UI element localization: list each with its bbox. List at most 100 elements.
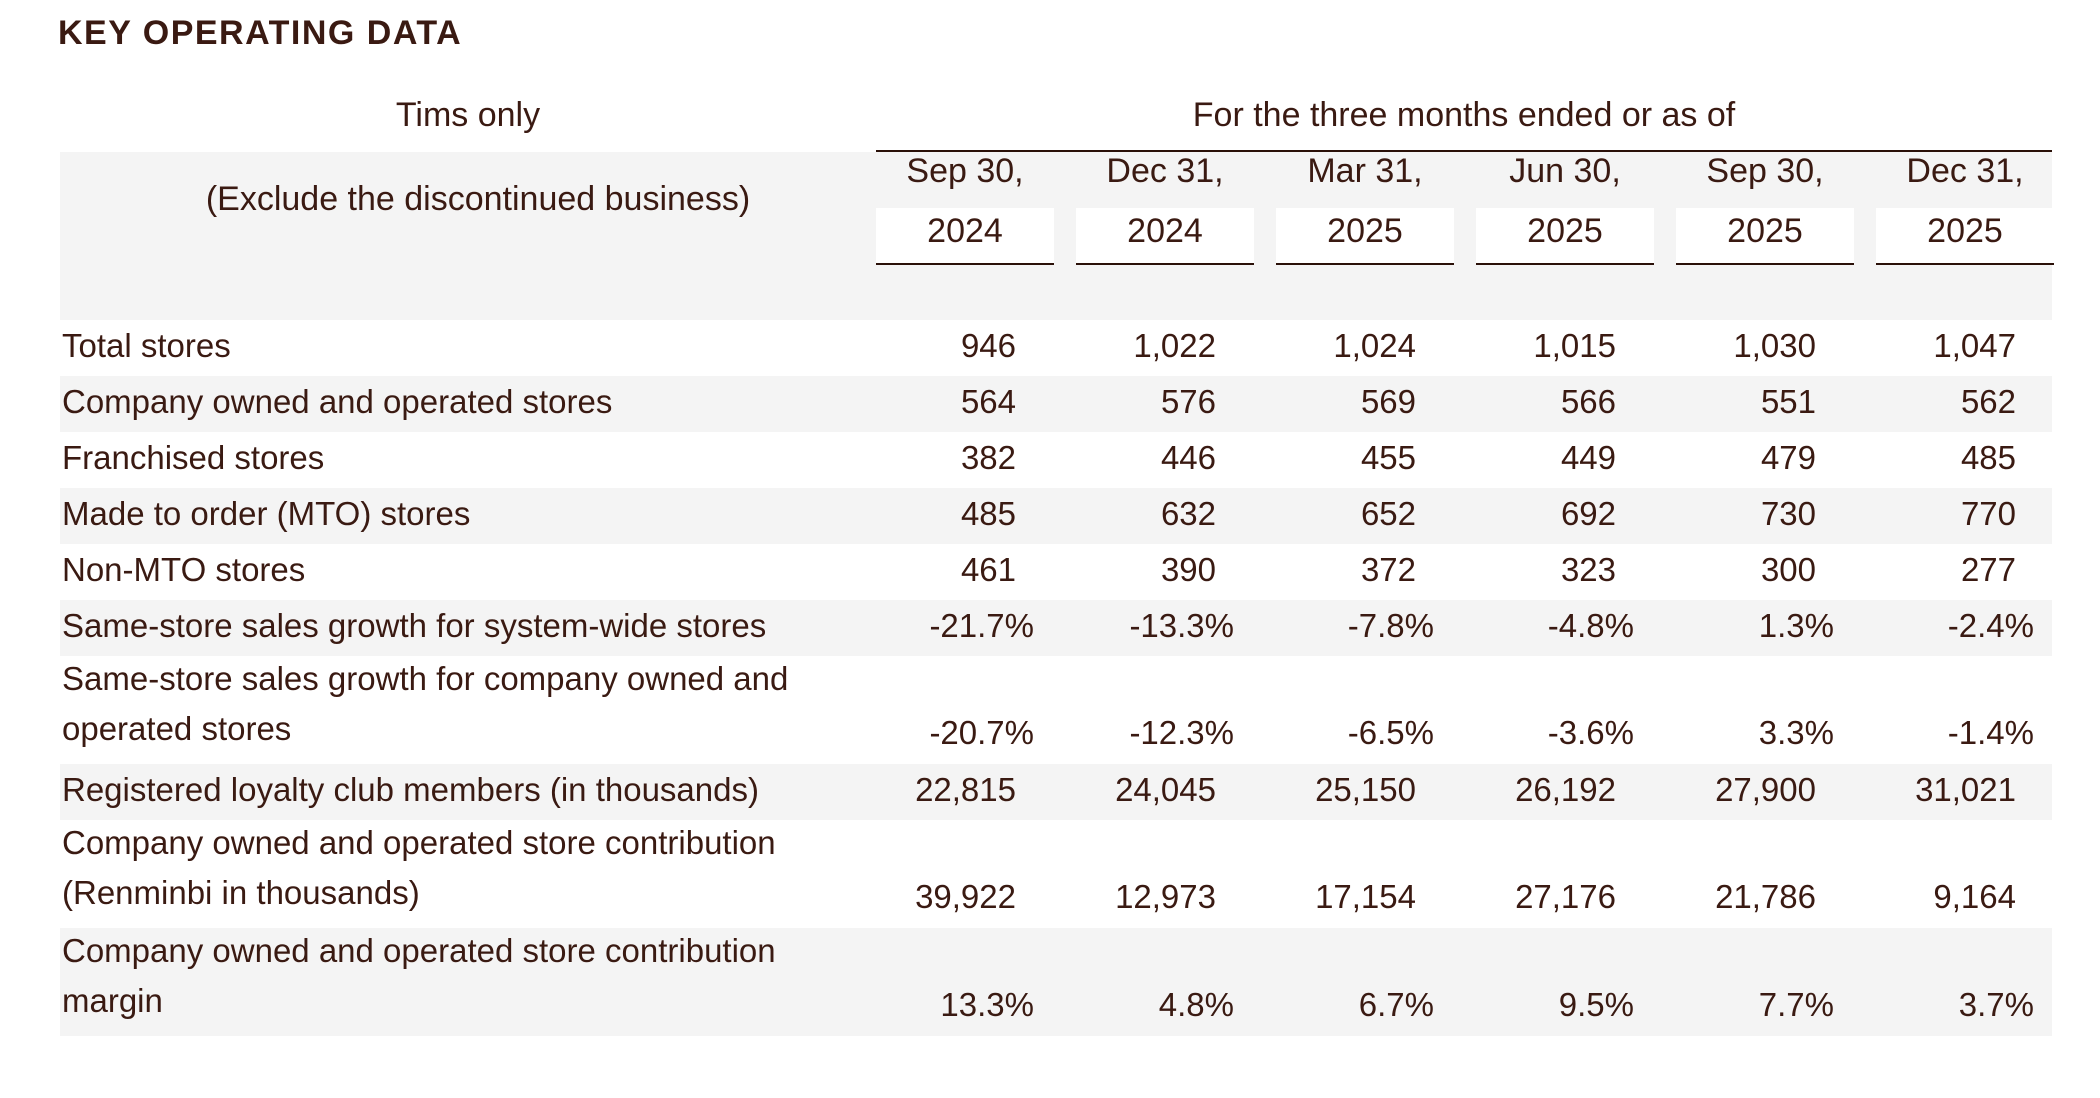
column-header-date: Dec 31, [1106,152,1224,190]
page-title: KEY OPERATING DATA [58,14,463,52]
column-header-date: Mar 31, [1307,152,1423,190]
table-cell: 390 [1160,551,1216,588]
column-header-bg [1876,208,2054,265]
column-header-year: 2025 [1527,212,1603,250]
table-cell: 576 [1160,383,1216,420]
table-cell: 6.7% [1358,986,1434,1023]
row-label: Same-store sales growth for company owne… [62,660,789,697]
table-cell: 1,030 [1733,327,1816,364]
row-label: Non-MTO stores [62,551,306,588]
column-header-bg [1276,208,1454,265]
table-cell: 551 [1760,383,1816,420]
table-cell: 9.5% [1558,986,1634,1023]
column-header-rule [1476,263,1654,265]
table-cell: 22,815 [915,771,1016,808]
table-cell: 323 [1560,551,1616,588]
table-cell: 632 [1160,495,1216,532]
table-cell: 946 [960,327,1016,364]
table-row: Company owned and operated stores 564 576 5… [60,376,2052,432]
table-cell: 7.7% [1758,986,1834,1023]
row-label: Company owned and operated stores [62,383,613,420]
column-header-rule [1076,263,1254,265]
table-cell: 21,786 [1715,878,1816,915]
table-row: Registered loyalty club members (in thou… [60,764,2052,820]
row-label: Company owned and operated store contrib… [62,932,776,969]
table-cell: 692 [1560,495,1616,532]
header-scope-note: (Exclude the discontinued business) [205,180,751,218]
column-header-year: 2025 [1927,212,2003,250]
table-cell: 449 [1560,439,1616,476]
column-header-rule [876,263,1054,265]
table-cell: 1,022 [1133,327,1216,364]
table-cell: 372 [1360,551,1416,588]
table-cell: 24,045 [1115,771,1216,808]
column-header-date: Sep 30, [1706,152,1824,190]
header-period-label: For the three months ended or as of [1192,96,1736,134]
table-cell: 730 [1760,495,1816,532]
column-header-year: 2024 [1127,212,1203,250]
table-row: Company owned and operated store contrib… [60,820,2052,928]
table-cell: 4.8% [1158,986,1234,1023]
row-label: operated stores [62,710,292,747]
table-cell: 770 [1960,495,2016,532]
table-cell: -20.7% [929,714,1034,751]
header-rule [876,150,2052,152]
column-header-bg [1076,208,1254,265]
table-cell: 27,900 [1715,771,1816,808]
table-cell: 26,192 [1515,771,1616,808]
table-cell: 446 [1160,439,1216,476]
table-cell: 3.7% [1958,986,2034,1023]
column-header-date: Dec 31, [1906,152,2024,190]
row-label: Franchised stores [62,439,325,476]
table-cell: -2.4% [1947,607,2034,644]
table-cell: 13.3% [940,986,1034,1023]
table-cell: -4.8% [1547,607,1634,644]
table-cell: -3.6% [1547,714,1634,751]
table-cell: 277 [1960,551,2016,588]
table-cell: 566 [1560,383,1616,420]
table-cell: 17,154 [1315,878,1416,915]
table-cell: 300 [1760,551,1816,588]
column-header-rule [1276,263,1454,265]
table-cell: 1,047 [1933,327,2016,364]
header-scope-label: Tims only [395,96,541,134]
column-header-date: Sep 30, [906,152,1024,190]
table-cell: -21.7% [929,607,1034,644]
table-cell: 382 [960,439,1016,476]
table-cell: 1,015 [1533,327,1616,364]
table-row: Franchised stores 382 446 455 449 479 485 [60,432,2052,488]
row-label: (Renminbi in thousands) [62,874,420,911]
table-cell: 25,150 [1315,771,1416,808]
table-cell: 562 [1960,383,2016,420]
table-cell: 31,021 [1915,771,2016,808]
table-row: Made to order (MTO) stores 485 632 652 692 73… [60,488,2052,544]
table-cell: -7.8% [1347,607,1434,644]
row-label: margin [62,982,163,1019]
table-cell: 485 [960,495,1016,532]
table-cell: 9,164 [1933,878,2016,915]
table-row: Same-store sales growth for system-wide … [60,600,2052,656]
table-cell: 39,922 [915,878,1016,915]
column-header-rule [1676,263,1854,265]
column-header-year: 2025 [1727,212,1803,250]
table-row: Total stores 946 1,022 1,024 1,015 1,030 1,047 [60,320,2052,376]
row-label: Total stores [62,327,231,364]
table-cell: 479 [1760,439,1816,476]
table-cell: -12.3% [1129,714,1234,751]
row-label: Company owned and operated store contrib… [62,824,776,861]
table-cell: 652 [1360,495,1416,532]
table-row: Non-MTO stores 461 390 372 323 300 277 [60,544,2052,600]
table-cell: 1,024 [1333,327,1416,364]
table-cell: 564 [960,383,1016,420]
table-row: Company owned and operated store contrib… [60,928,2052,1036]
column-header-bg [1476,208,1654,265]
column-header-date: Jun 30, [1509,152,1621,190]
table-cell: -6.5% [1347,714,1434,751]
column-header-bg [1676,208,1854,265]
table-cell: -13.3% [1129,607,1234,644]
column-header-bg [876,208,1054,265]
table-cell: 485 [1960,439,2016,476]
row-label: Registered loyalty club members (in thou… [62,771,759,808]
table-cell: 1.3% [1758,607,1834,644]
table-row: Same-store sales growth for company owne… [60,656,2052,764]
